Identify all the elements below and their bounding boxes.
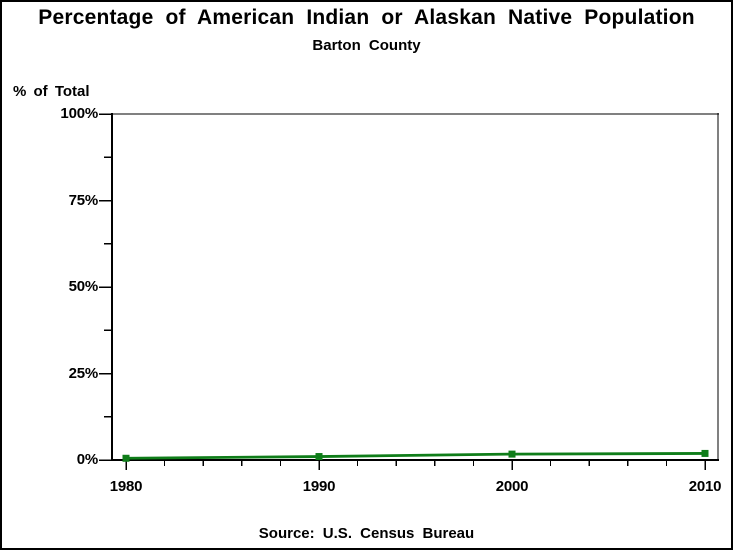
data-point-marker	[315, 453, 323, 461]
x-tick-label: 2010	[688, 478, 722, 495]
x-tick-label: 1990	[302, 478, 336, 495]
source-note: Source: U.S. Census Bureau	[258, 525, 475, 542]
data-point-marker	[122, 454, 130, 462]
chart-subtitle: Barton County	[312, 37, 421, 54]
data-series-line	[125, 452, 706, 460]
data-point-marker	[508, 450, 516, 458]
chart-title: Percentage of American Indian or Alaskan…	[38, 6, 695, 29]
y-tick-label: 25%	[68, 364, 99, 382]
y-tick-label: 100%	[60, 105, 98, 122]
x-tick-label: 1980	[109, 478, 143, 495]
y-tick-label: 50%	[68, 278, 99, 295]
y-tick-label: 75%	[68, 191, 99, 209]
y-axis-title: % of Total	[13, 83, 90, 100]
data-point-marker	[701, 449, 709, 457]
x-tick-label: 2000	[495, 478, 529, 495]
y-tick-label: 0%	[76, 451, 98, 468]
